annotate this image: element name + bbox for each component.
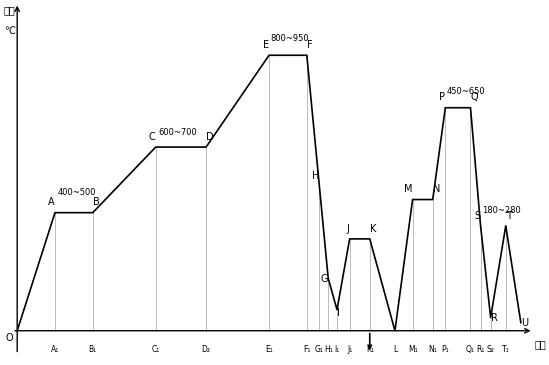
- Text: B₁: B₁: [89, 345, 97, 354]
- Text: U: U: [521, 318, 528, 328]
- Text: T: T: [506, 211, 512, 220]
- Text: 时间: 时间: [535, 339, 546, 349]
- Text: R: R: [491, 313, 497, 323]
- Text: 800~950: 800~950: [270, 34, 309, 43]
- Text: I₁: I₁: [334, 345, 340, 354]
- Text: 400~500: 400~500: [58, 188, 96, 197]
- Text: Q₁: Q₁: [466, 345, 475, 354]
- Text: M₁: M₁: [408, 345, 417, 354]
- Text: E₁: E₁: [265, 345, 273, 354]
- Text: E: E: [263, 40, 269, 50]
- Text: G: G: [321, 273, 328, 284]
- Text: L: L: [393, 345, 397, 354]
- Text: B: B: [93, 197, 99, 207]
- Text: O: O: [6, 333, 13, 343]
- Text: N: N: [433, 184, 440, 194]
- Text: T₁: T₁: [502, 345, 509, 354]
- Text: G₁: G₁: [315, 345, 324, 354]
- Text: D₂: D₂: [201, 345, 211, 354]
- Text: H: H: [312, 171, 320, 181]
- Text: K₁: K₁: [366, 345, 374, 354]
- Text: J: J: [347, 224, 350, 234]
- Text: 600~700: 600~700: [158, 128, 197, 137]
- Text: M: M: [404, 184, 413, 194]
- Text: J₁: J₁: [347, 345, 352, 354]
- Text: S: S: [474, 211, 480, 220]
- Text: P: P: [439, 92, 445, 103]
- Text: A₁: A₁: [51, 345, 59, 354]
- Text: 180~280: 180~280: [482, 206, 520, 215]
- Text: P₁: P₁: [441, 345, 449, 354]
- Text: 温度: 温度: [4, 5, 15, 15]
- Text: A: A: [48, 197, 55, 207]
- Text: D: D: [206, 132, 214, 142]
- Text: S₂: S₂: [487, 345, 495, 354]
- Text: I: I: [337, 308, 340, 318]
- Text: F: F: [307, 40, 312, 50]
- Text: 450~650: 450~650: [446, 87, 485, 96]
- Text: F₁: F₁: [303, 345, 311, 354]
- Text: N₁: N₁: [428, 345, 437, 354]
- Text: H₁: H₁: [324, 345, 333, 354]
- Text: C₁: C₁: [152, 345, 160, 354]
- Text: K: K: [370, 224, 376, 234]
- Text: C: C: [149, 132, 156, 142]
- Text: ℃: ℃: [4, 26, 15, 36]
- Text: R₁: R₁: [477, 345, 485, 354]
- Text: Q: Q: [470, 92, 478, 103]
